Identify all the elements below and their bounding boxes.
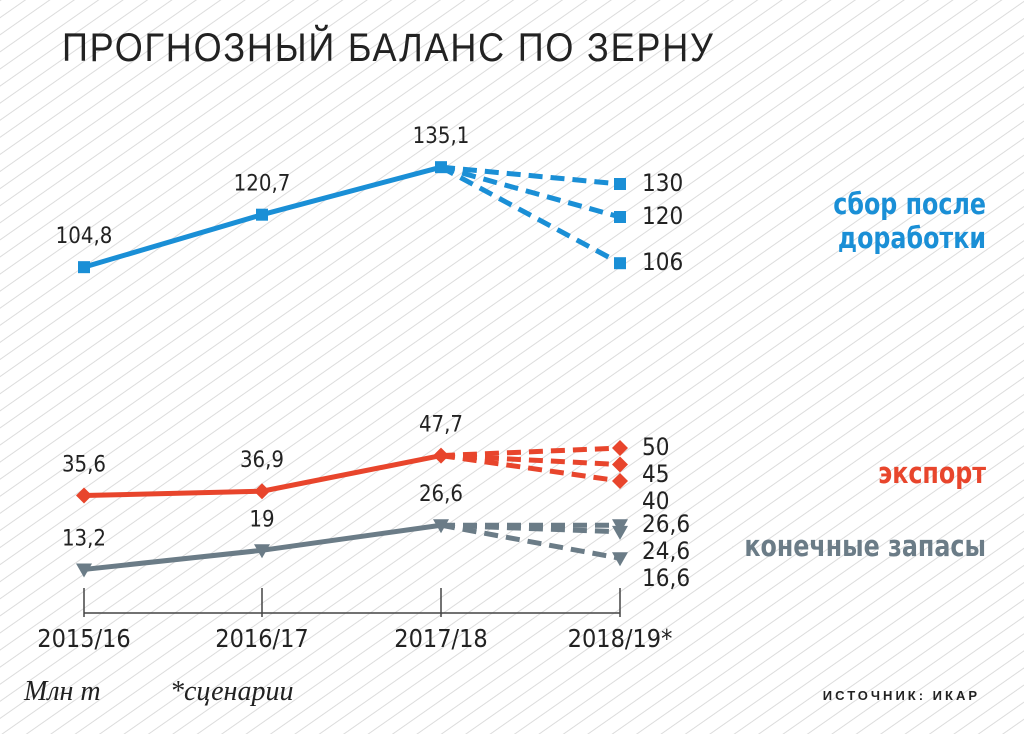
marker <box>612 473 628 489</box>
marker <box>612 440 628 456</box>
marker <box>612 525 628 540</box>
scenario-line <box>440 164 621 220</box>
data-label: 120,7 <box>234 172 291 197</box>
marker <box>612 456 628 473</box>
marker <box>256 208 268 221</box>
marker <box>78 261 90 274</box>
series-name: сбор после доработки <box>833 187 986 256</box>
data-label: 36,9 <box>240 448 284 473</box>
marker <box>614 178 626 190</box>
scenario-line <box>440 445 621 459</box>
x-tick-label: 2018/19* <box>568 624 673 653</box>
data-label: 104,8 <box>56 224 113 249</box>
data-label: 35,6 <box>62 453 106 478</box>
scenario-label: 24,6 <box>642 537 690 565</box>
scenario-label: 45 <box>642 460 669 488</box>
marker <box>612 552 628 567</box>
scenario-label: 106 <box>642 248 683 276</box>
scenario-label: 26,6 <box>642 510 690 538</box>
series-name: экспорт <box>878 455 986 490</box>
scenario-label: 40 <box>642 487 669 515</box>
data-label: 135,1 <box>413 124 470 149</box>
marker <box>76 563 92 578</box>
scenario-note: *сценарии <box>170 676 294 707</box>
data-label: 47,7 <box>419 413 463 438</box>
scenario-line <box>440 522 621 535</box>
scenario-label: 120 <box>642 202 683 230</box>
scenario-label: 130 <box>642 169 683 197</box>
marker <box>433 519 449 534</box>
scenario-label: 50 <box>642 433 669 461</box>
marker <box>614 211 626 223</box>
scenario-line <box>440 522 621 561</box>
x-tick-label: 2016/17 <box>215 624 308 653</box>
data-label: 19 <box>249 507 274 532</box>
source: ИСТОЧНИК: ИКАР <box>822 688 980 703</box>
scenario-line <box>440 453 621 467</box>
unit-note: Млн т <box>24 676 101 707</box>
scenario-line <box>440 453 621 484</box>
scenario-line <box>439 164 622 266</box>
x-tick-label: 2015/16 <box>37 624 130 653</box>
marker <box>614 257 626 270</box>
marker <box>254 483 270 500</box>
scenario-line <box>440 164 621 187</box>
marker <box>435 161 447 174</box>
scenario-label: 16,6 <box>642 564 690 592</box>
chart-title: ПРОГНОЗНЫЙ БАЛАНС ПО ЗЕРНУ <box>62 26 715 70</box>
data-label: 13,2 <box>62 526 106 551</box>
marker <box>76 487 92 504</box>
series-name: конечные запасы <box>744 529 986 564</box>
marker <box>433 447 449 464</box>
data-label: 26,6 <box>419 482 463 507</box>
marker <box>254 544 270 559</box>
x-tick-label: 2017/18 <box>394 624 487 653</box>
